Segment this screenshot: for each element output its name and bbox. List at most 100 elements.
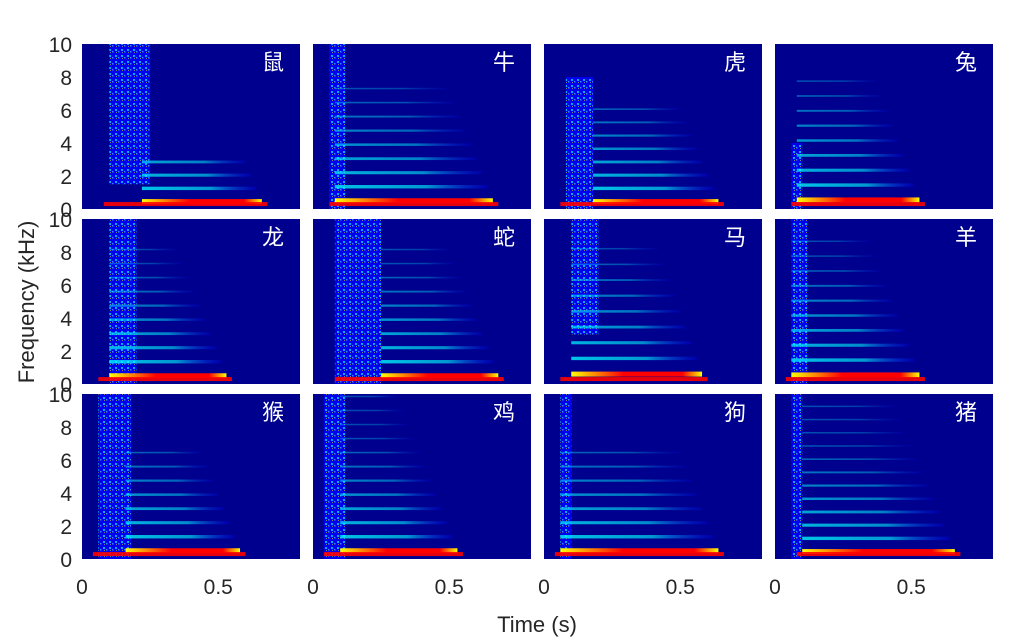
y-tick-label: 4 bbox=[60, 133, 72, 156]
harmonic-band bbox=[802, 471, 923, 474]
noise-burst bbox=[791, 143, 803, 209]
harmonic-band bbox=[796, 109, 887, 112]
y-tick-label: 2 bbox=[60, 166, 72, 189]
harmonic-band bbox=[571, 310, 681, 313]
noise-burst bbox=[791, 394, 803, 559]
y-tick-label: 0 bbox=[60, 374, 72, 397]
harmonic-band bbox=[571, 325, 686, 329]
spectrogram-panel: 马 bbox=[544, 219, 762, 384]
harmonic-band bbox=[141, 160, 246, 164]
harmonic-band bbox=[560, 479, 692, 482]
harmonic-band bbox=[560, 465, 686, 468]
spectrogram-panel: 狗 bbox=[544, 394, 762, 559]
harmonic-band bbox=[125, 479, 213, 482]
harmonic-band bbox=[340, 548, 458, 554]
y-tick-label: 10 bbox=[49, 34, 72, 57]
x-tick-labels: 0 0.5 0 0.5 0 0.5 0 0.5 bbox=[76, 576, 926, 599]
y-tick-label: 4 bbox=[60, 308, 72, 331]
harmonic-band bbox=[125, 535, 235, 539]
harmonic-band bbox=[796, 80, 876, 82]
y-tick-label: 8 bbox=[60, 417, 72, 440]
x-tick-label: 0.5 bbox=[435, 576, 464, 599]
harmonic-band bbox=[796, 124, 893, 127]
panel-label: 鼠 bbox=[262, 51, 284, 76]
harmonic-band bbox=[125, 548, 241, 554]
y-tick-label: 6 bbox=[60, 100, 72, 123]
y-tick-label: 4 bbox=[60, 483, 72, 506]
harmonic-band bbox=[796, 153, 904, 157]
harmonic-band bbox=[334, 101, 455, 104]
harmonic-band bbox=[593, 147, 697, 151]
harmonic-band bbox=[571, 294, 675, 297]
harmonic-band bbox=[334, 87, 450, 90]
harmonic-band bbox=[125, 507, 224, 511]
fundamental-band bbox=[334, 377, 504, 382]
panel-background bbox=[544, 394, 762, 559]
harmonic-band bbox=[802, 458, 917, 460]
x-tick-label: 0 bbox=[76, 576, 88, 599]
fundamental-band bbox=[560, 377, 708, 382]
noise-burst bbox=[329, 44, 346, 209]
harmonic-band bbox=[593, 186, 713, 191]
fundamental-band bbox=[323, 552, 463, 557]
spectrogram-panels: 鼠 牛 虎 兔龙 蛇 马 羊猴 鸡 狗 猪 bbox=[82, 44, 993, 559]
harmonic-band bbox=[109, 360, 221, 364]
harmonic-band bbox=[340, 465, 425, 468]
harmonic-band bbox=[334, 198, 493, 204]
harmonic-band bbox=[381, 318, 477, 321]
y-tick-label: 8 bbox=[60, 67, 72, 90]
harmonic-band bbox=[109, 346, 216, 350]
panel-label: 猪 bbox=[955, 401, 977, 426]
harmonic-band bbox=[141, 173, 251, 177]
noise-burst bbox=[109, 219, 137, 384]
harmonic-band bbox=[340, 451, 420, 454]
harmonic-band bbox=[381, 346, 488, 350]
panel-label: 蛇 bbox=[493, 226, 515, 251]
noise-burst bbox=[565, 77, 594, 209]
y-tick-label: 6 bbox=[60, 275, 72, 298]
harmonic-band bbox=[125, 493, 219, 496]
x-tick-label: 0 bbox=[538, 576, 550, 599]
y-tick-label: 2 bbox=[60, 341, 72, 364]
spectrogram-panel: 兔 bbox=[775, 44, 993, 209]
harmonic-band bbox=[791, 270, 882, 272]
harmonic-band bbox=[334, 143, 472, 146]
harmonic-band bbox=[791, 240, 871, 243]
harmonic-band bbox=[340, 423, 409, 426]
harmonic-band bbox=[791, 358, 914, 362]
harmonic-band bbox=[791, 284, 887, 287]
panel-label: 牛 bbox=[493, 51, 515, 76]
spectrogram-panel: 牛 bbox=[313, 44, 531, 209]
harmonic-band bbox=[340, 409, 403, 412]
harmonic-band bbox=[381, 290, 466, 293]
spectrogram-panel: 虎 bbox=[544, 44, 762, 209]
y-tick-label: 8 bbox=[60, 242, 72, 265]
harmonic-band bbox=[802, 418, 901, 421]
harmonic-band bbox=[593, 121, 686, 124]
fundamental-band bbox=[92, 552, 246, 557]
fundamental-band bbox=[785, 377, 925, 382]
harmonic-band bbox=[593, 134, 692, 137]
harmonic-band bbox=[560, 507, 703, 511]
harmonic-band bbox=[560, 521, 708, 525]
harmonic-band bbox=[334, 157, 477, 161]
harmonic-band bbox=[571, 371, 703, 377]
panel-background bbox=[313, 44, 531, 209]
harmonic-band bbox=[334, 185, 488, 189]
harmonic-band bbox=[381, 360, 493, 364]
harmonic-band bbox=[381, 248, 450, 251]
harmonic-band bbox=[802, 549, 955, 555]
harmonic-band bbox=[802, 497, 934, 501]
y-tick-label: 0 bbox=[60, 549, 72, 572]
harmonic-band bbox=[340, 479, 431, 482]
fundamental-band bbox=[560, 202, 724, 207]
harmonic-band bbox=[802, 536, 950, 541]
harmonic-band bbox=[125, 451, 202, 454]
harmonic-band bbox=[109, 262, 183, 265]
panel-background bbox=[313, 394, 531, 559]
noise-burst bbox=[98, 394, 132, 559]
harmonic-band bbox=[109, 276, 189, 279]
x-axis-label: Time (s) bbox=[497, 612, 577, 637]
